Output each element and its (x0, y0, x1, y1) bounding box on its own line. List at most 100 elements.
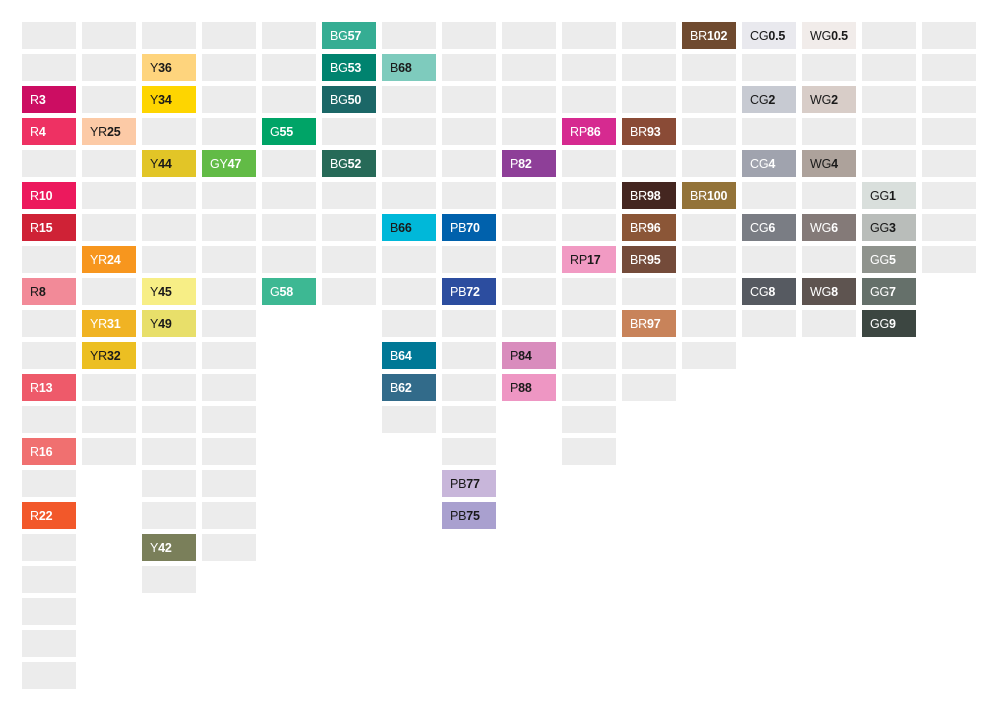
color-swatch[interactable]: CG 4 (742, 150, 796, 177)
color-swatch[interactable]: WG 0.5 (802, 22, 856, 49)
swatch-number: 96 (646, 220, 661, 235)
color-swatch[interactable]: P 82 (502, 150, 556, 177)
swatch-prefix: P (510, 380, 519, 395)
color-swatch[interactable]: PB 75 (442, 502, 496, 529)
color-swatch[interactable]: Y 44 (142, 150, 196, 177)
color-swatch[interactable]: B 64 (382, 342, 436, 369)
color-swatch[interactable]: YR 31 (82, 310, 136, 337)
empty-swatch-slot (502, 54, 556, 81)
swatch-prefix: WG (810, 28, 832, 43)
color-swatch[interactable]: GY 47 (202, 150, 256, 177)
color-swatch[interactable]: BR 102 (682, 22, 736, 49)
color-swatch[interactable]: Y 49 (142, 310, 196, 337)
swatch-prefix: WG (810, 156, 832, 171)
swatch-prefix: Y (150, 316, 159, 331)
color-swatch[interactable]: G 55 (262, 118, 316, 145)
color-swatch[interactable]: Y 34 (142, 86, 196, 113)
color-swatch[interactable]: WG 6 (802, 214, 856, 241)
swatch-prefix: B (390, 380, 399, 395)
color-swatch[interactable]: BR 95 (622, 246, 676, 273)
swatch-number: 82 (518, 156, 532, 171)
empty-swatch-slot (202, 534, 256, 561)
color-swatch[interactable]: BG 53 (322, 54, 376, 81)
empty-swatch-slot (742, 118, 796, 145)
color-swatch[interactable]: BG 52 (322, 150, 376, 177)
swatch-prefix: CG (750, 156, 769, 171)
color-swatch[interactable]: R 13 (22, 374, 76, 401)
color-swatch[interactable]: B 66 (382, 214, 436, 241)
empty-swatch-slot (922, 86, 976, 113)
color-swatch[interactable]: YR 24 (82, 246, 136, 273)
color-swatch[interactable]: Y 36 (142, 54, 196, 81)
color-swatch[interactable]: R 15 (22, 214, 76, 241)
color-swatch[interactable]: P 84 (502, 342, 556, 369)
empty-swatch-slot (22, 246, 76, 273)
color-swatch[interactable]: BR 100 (682, 182, 736, 209)
empty-swatch-slot (502, 182, 556, 209)
color-swatch[interactable]: CG 6 (742, 214, 796, 241)
swatch-prefix: BR (690, 188, 707, 203)
color-swatch[interactable]: YR 32 (82, 342, 136, 369)
swatch-number: 8 (831, 284, 838, 299)
color-swatch[interactable]: WG 4 (802, 150, 856, 177)
color-swatch[interactable]: BR 97 (622, 310, 676, 337)
empty-swatch-slot (742, 310, 796, 337)
empty-swatch-slot (142, 502, 196, 529)
color-swatch[interactable]: GG 3 (862, 214, 916, 241)
empty-swatch-slot (442, 54, 496, 81)
color-swatch[interactable]: B 62 (382, 374, 436, 401)
swatch-number: 42 (158, 540, 172, 555)
swatch-number: 4 (768, 156, 776, 171)
empty-swatch-slot (22, 630, 76, 657)
swatch-prefix: BR (630, 188, 647, 203)
color-swatch[interactable]: GG 7 (862, 278, 916, 305)
color-swatch[interactable]: R 16 (22, 438, 76, 465)
empty-swatch-slot (682, 214, 736, 241)
color-swatch[interactable]: BG 57 (322, 22, 376, 49)
empty-swatch-slot (562, 22, 616, 49)
empty-swatch-slot (442, 118, 496, 145)
empty-swatch-slot (922, 214, 976, 241)
color-swatch[interactable]: CG 8 (742, 278, 796, 305)
color-swatch[interactable]: R 22 (22, 502, 76, 529)
color-swatch[interactable]: GG 1 (862, 182, 916, 209)
color-swatch[interactable]: Y 45 (142, 278, 196, 305)
empty-swatch-slot (502, 246, 556, 273)
color-swatch[interactable]: CG 0.5 (742, 22, 796, 49)
color-swatch[interactable]: CG 2 (742, 86, 796, 113)
color-swatch[interactable]: B 68 (382, 54, 436, 81)
color-swatch[interactable]: PB 70 (442, 214, 496, 241)
color-swatch[interactable]: R 10 (22, 182, 76, 209)
empty-swatch-slot (262, 86, 316, 113)
color-swatch[interactable]: RP 17 (562, 246, 616, 273)
empty-swatch-slot (202, 278, 256, 305)
color-swatch[interactable]: WG 2 (802, 86, 856, 113)
color-swatch[interactable]: WG 8 (802, 278, 856, 305)
empty-swatch-slot (142, 118, 196, 145)
color-swatch[interactable]: BR 98 (622, 182, 676, 209)
color-swatch[interactable]: PB 72 (442, 278, 496, 305)
color-swatch[interactable]: RP 86 (562, 118, 616, 145)
swatch-number: 86 (586, 124, 601, 139)
color-swatch[interactable]: G 58 (262, 278, 316, 305)
color-swatch[interactable]: BR 96 (622, 214, 676, 241)
color-swatch[interactable]: BR 93 (622, 118, 676, 145)
color-swatch[interactable]: PB 77 (442, 470, 496, 497)
empty-swatch-slot (22, 470, 76, 497)
swatch-prefix: R (30, 444, 39, 459)
empty-swatch-slot (202, 470, 256, 497)
color-swatch[interactable]: GG 9 (862, 310, 916, 337)
color-swatch[interactable]: Y 42 (142, 534, 196, 561)
color-swatch[interactable]: P 88 (502, 374, 556, 401)
empty-swatch-slot (622, 150, 676, 177)
swatch-prefix: G (270, 284, 280, 299)
color-swatch[interactable]: BG 50 (322, 86, 376, 113)
color-swatch[interactable]: YR 25 (82, 118, 136, 145)
empty-swatch-slot (622, 22, 676, 49)
swatch-prefix: CG (750, 220, 769, 235)
color-swatch[interactable]: GG 5 (862, 246, 916, 273)
empty-swatch-slot (682, 278, 736, 305)
